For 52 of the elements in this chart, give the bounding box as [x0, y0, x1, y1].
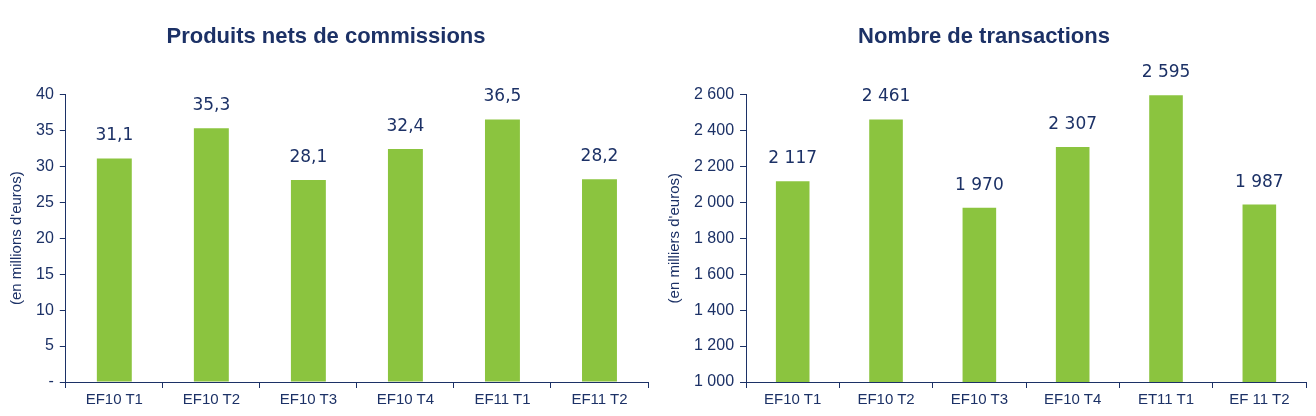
- y-tick-label: -: [48, 372, 54, 390]
- bar: [484, 119, 520, 382]
- y-axis-title: (en millions d'euros): [7, 171, 25, 306]
- bar: [290, 179, 326, 382]
- x-tick-label: EF10 T3: [279, 390, 338, 408]
- y-tick-label: 5: [44, 336, 54, 354]
- x-tick-label: ET11 T1: [1137, 390, 1195, 408]
- bar: [387, 149, 423, 382]
- data-label: 2 461: [861, 85, 911, 106]
- y-tick-label: 2 400: [693, 120, 735, 138]
- x-tick-label: EF10 T4: [1044, 390, 1102, 408]
- chart-title: Nombre de transactions: [858, 23, 1110, 49]
- x-tick-label: EF10 T1: [85, 390, 143, 408]
- y-tick-label: 35: [36, 120, 54, 138]
- y-tick-label: 2 200: [693, 156, 735, 174]
- y-tick-label: 2 000: [693, 192, 735, 210]
- x-tick-label: EF10 T4: [376, 390, 435, 408]
- data-label: 2 595: [1141, 61, 1191, 82]
- bar: [96, 158, 132, 382]
- data-label: 35,3: [192, 94, 231, 115]
- data-label: 2 307: [1048, 112, 1098, 133]
- y-tick-label: 40: [36, 84, 54, 102]
- y-tick-label: 1 600: [693, 264, 735, 282]
- y-tick-label: 25: [36, 192, 54, 210]
- data-label: 32,4: [386, 114, 425, 135]
- data-label: 28,2: [580, 145, 619, 166]
- chart-title: Produits nets de commissions: [166, 23, 486, 49]
- y-tick-label: 10: [36, 300, 54, 318]
- bar: [193, 128, 229, 382]
- x-tick-label: EF 11 T2: [1229, 390, 1290, 408]
- data-label: 31,1: [95, 124, 134, 145]
- y-tick-label: 15: [36, 264, 54, 282]
- y-tick-label: 1 200: [693, 336, 735, 354]
- y-tick-label: 1 400: [693, 300, 735, 318]
- x-tick-label: EF11 T1: [474, 390, 531, 408]
- data-label: 2 117: [768, 147, 818, 168]
- x-tick-label: EF10 T2: [182, 390, 240, 408]
- x-tick-label: EF11 T2: [571, 390, 628, 408]
- data-label: 36,5: [483, 85, 522, 106]
- data-label: 1 987: [1235, 170, 1284, 191]
- bar: [582, 179, 617, 382]
- y-tick-label: 1 800: [693, 228, 735, 246]
- data-label: 28,1: [289, 145, 328, 166]
- x-tick-label: EF10 T2: [857, 390, 915, 408]
- y-tick-label: 30: [36, 156, 54, 174]
- x-tick-label: EF10 T1: [764, 390, 822, 408]
- data-label: 1 970: [955, 173, 1004, 194]
- y-tick-label: 2 600: [693, 84, 735, 102]
- y-tick-label: 1 000: [693, 372, 735, 390]
- y-axis-title: (en milliers d'euros): [665, 173, 683, 304]
- x-tick-label: EF10 T3: [950, 390, 1008, 408]
- y-tick-label: 20: [36, 228, 54, 246]
